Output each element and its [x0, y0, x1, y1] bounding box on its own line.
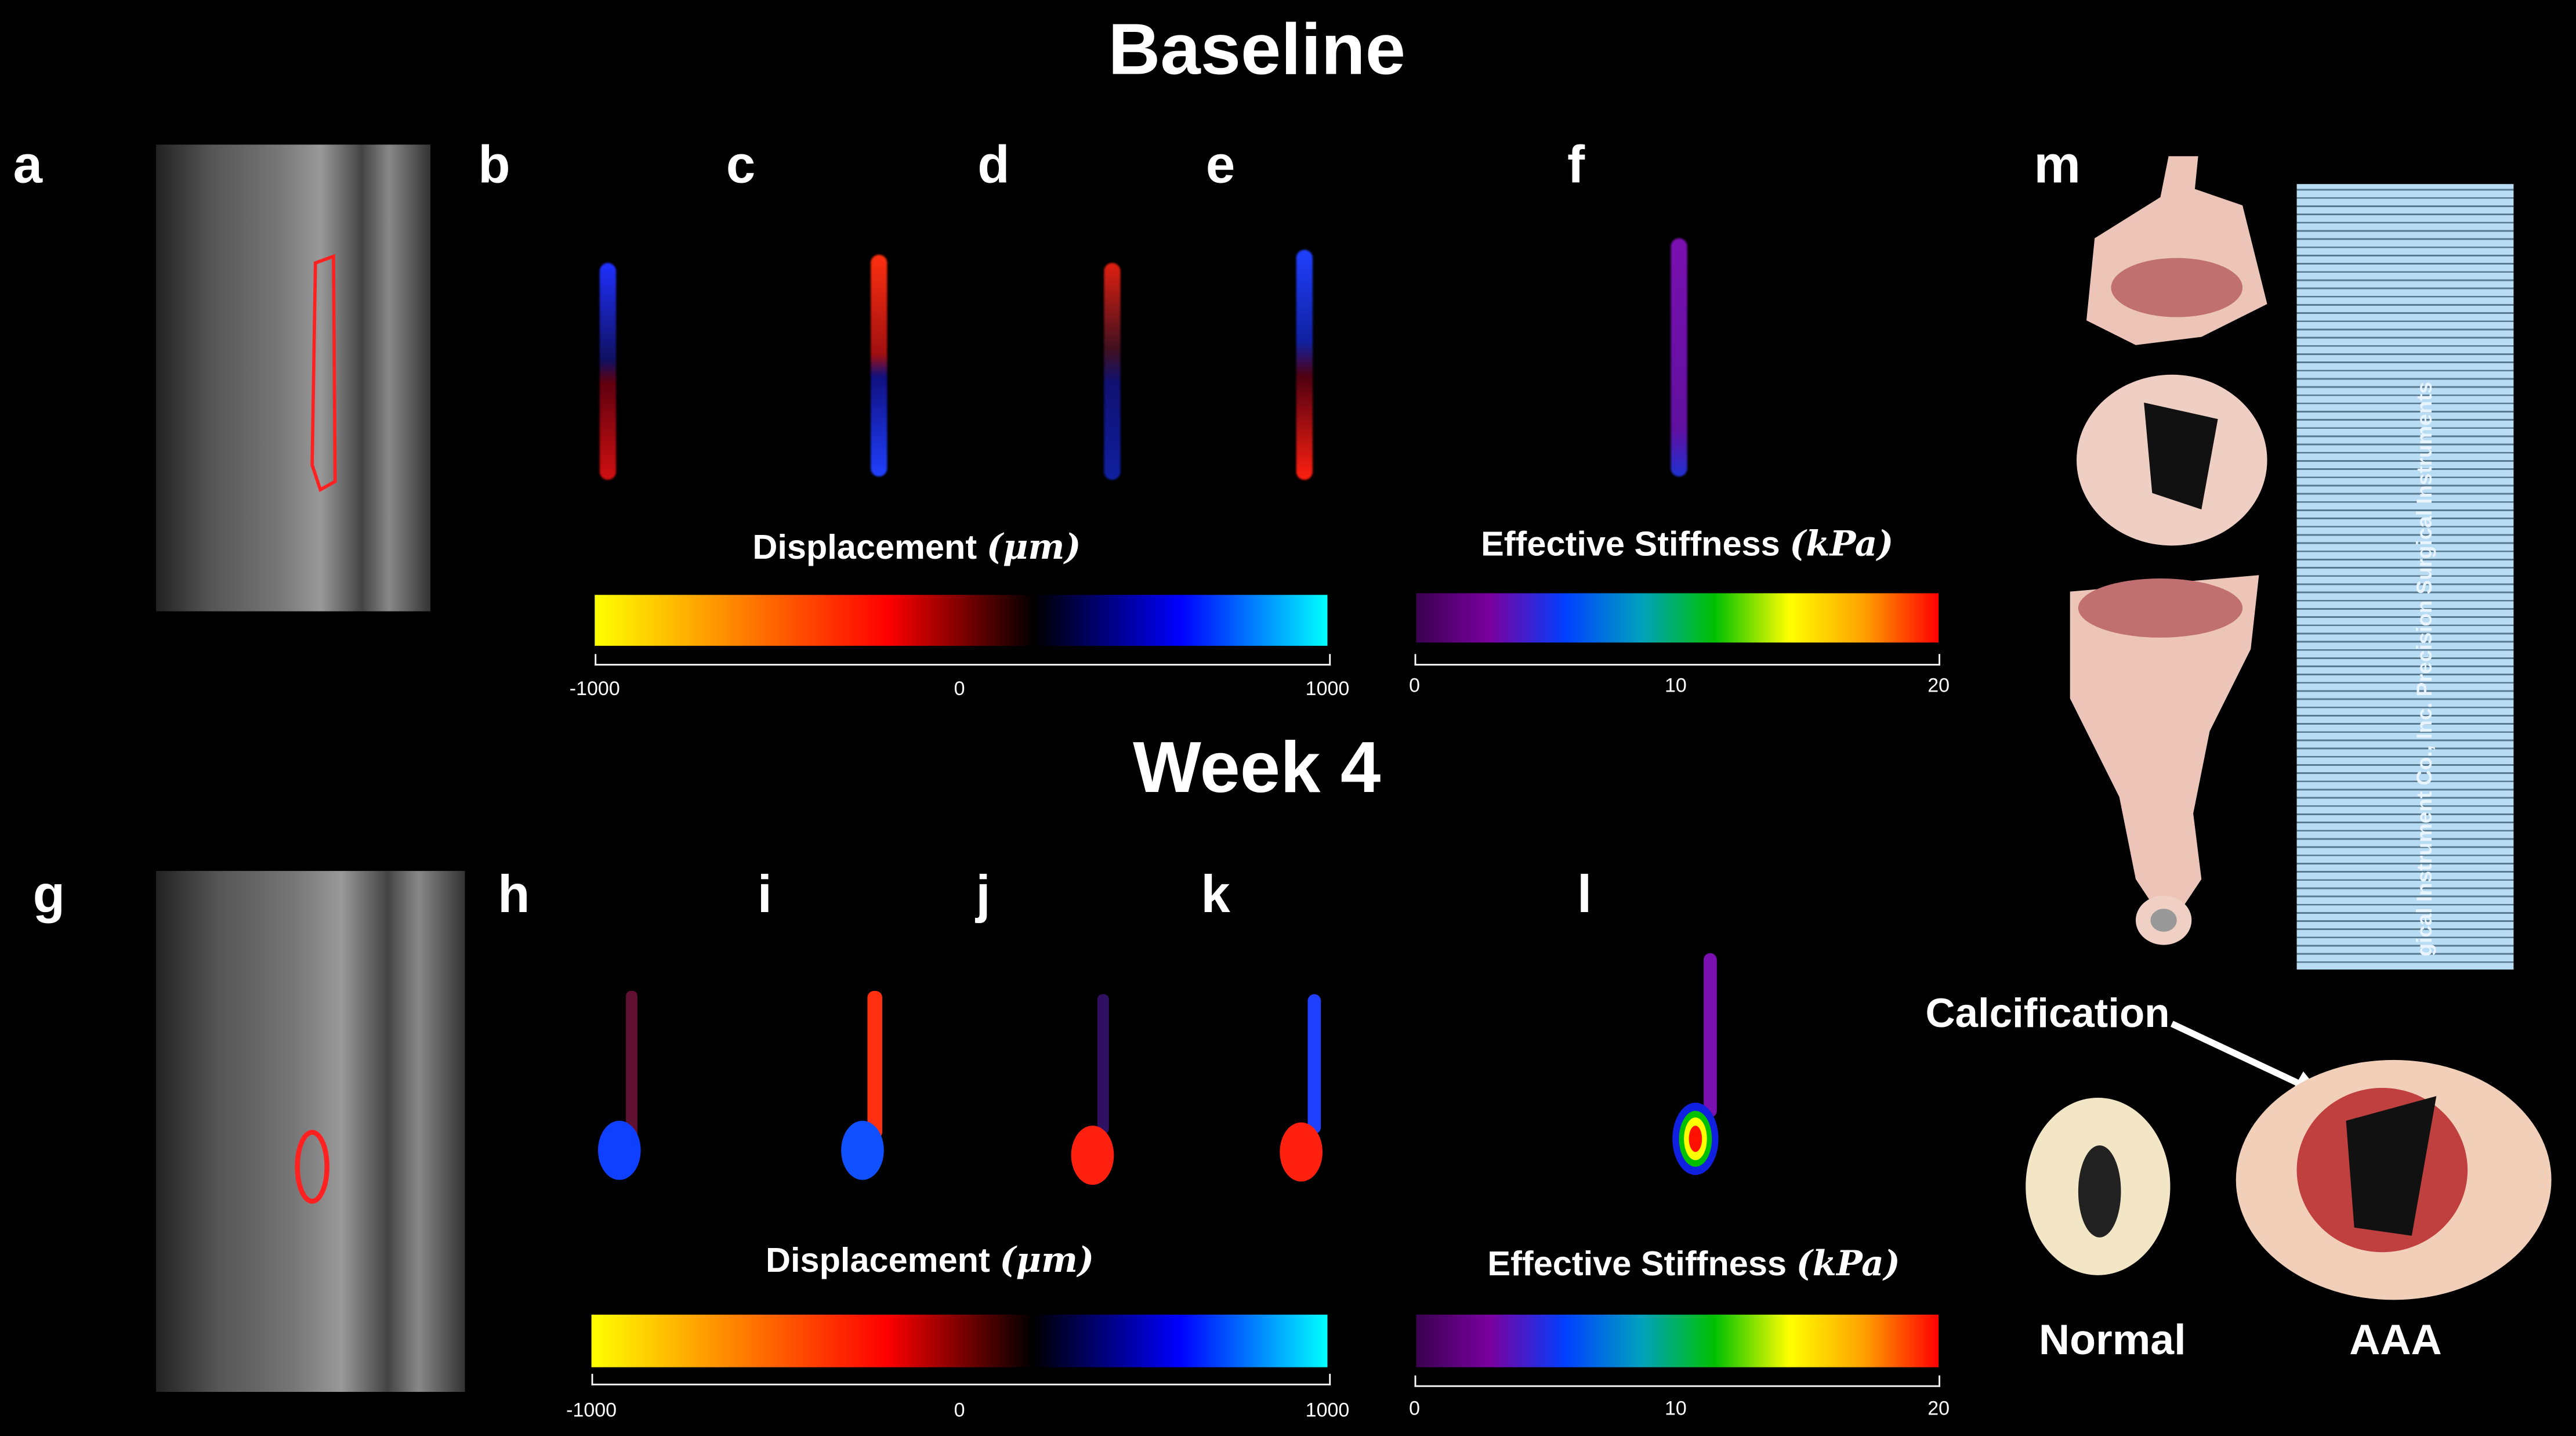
displacement-colorbar — [591, 1314, 1328, 1368]
displacement-map-b — [599, 263, 617, 480]
panel-label-a: a — [13, 135, 43, 194]
displacement-map-d — [1104, 263, 1121, 480]
tick-label: 0 — [954, 677, 965, 700]
tick-label: 1000 — [1305, 1398, 1350, 1421]
panel-label-m: m — [2034, 135, 2081, 194]
colorbar-axis — [1414, 1375, 1940, 1387]
panel-label-j: j — [976, 864, 991, 924]
stiffness-label: Effective Stiffness (kPa) — [1481, 522, 1894, 564]
colorbar-axis — [591, 1373, 1331, 1386]
ruler-text: gical Instrument Co., Inc. Precision Sur… — [2411, 382, 2437, 957]
displacement-map-j — [1071, 994, 1114, 1185]
stiffness-map-f — [1671, 238, 1687, 477]
displacement-map-c — [871, 255, 887, 477]
aaa-label: AAA — [2349, 1314, 2442, 1364]
aaa-ring — [2236, 1059, 2552, 1300]
stiffness-map-l — [1672, 953, 1719, 1175]
roi-outline — [310, 254, 337, 493]
normal-aorta-ring — [2026, 1097, 2171, 1275]
tick-label: -1000 — [569, 677, 620, 700]
calcification-label: Calcification — [1925, 990, 2170, 1037]
mri-week4-image — [156, 871, 465, 1392]
week4-title: Week 4 — [1133, 728, 1381, 809]
stiffness-label: Effective Stiffness (kPa) — [1487, 1242, 1900, 1284]
panel-label-e: e — [1205, 135, 1236, 194]
panel-label-c: c — [726, 135, 756, 194]
tick-label: 10 — [1665, 674, 1687, 697]
panel-label-l: l — [1577, 864, 1592, 924]
panel-label-h: h — [498, 864, 530, 924]
tick-label: 0 — [1409, 674, 1421, 697]
ruler: gical Instrument Co., Inc. Precision Sur… — [2296, 184, 2514, 970]
panel-label-g: g — [32, 864, 66, 924]
stiffness-colorbar — [1416, 593, 1939, 643]
displacement-map-h — [597, 990, 641, 1180]
panel-label-b: b — [478, 135, 510, 194]
displacement-colorbar — [595, 595, 1328, 646]
tick-label: 0 — [1409, 1397, 1421, 1420]
aorta-specimen-photo — [2070, 156, 2267, 945]
tick-label: 1000 — [1305, 677, 1350, 700]
panel-label-i: i — [757, 864, 772, 924]
stiffness-colorbar — [1416, 1314, 1939, 1368]
displacement-label: Displacement (μm) — [766, 1239, 1095, 1281]
tick-label: 20 — [1928, 1397, 1950, 1420]
tick-label: -1000 — [566, 1398, 617, 1421]
colorbar-axis — [595, 654, 1331, 666]
colorbar-axis — [1414, 654, 1940, 666]
tick-label: 0 — [954, 1398, 965, 1421]
displacement-map-e — [1296, 249, 1313, 480]
tick-label: 20 — [1928, 674, 1950, 697]
roi-outline — [295, 1130, 329, 1204]
tick-label: 10 — [1665, 1397, 1687, 1420]
normal-label: Normal — [2038, 1314, 2186, 1364]
panel-label-d: d — [977, 135, 1010, 194]
displacement-label: Displacement (μm) — [752, 526, 1081, 567]
panel-label-f: f — [1567, 135, 1585, 194]
panel-label-k: k — [1201, 864, 1230, 924]
mri-baseline-image — [156, 144, 431, 612]
week4-displacement-maps — [597, 990, 1323, 1185]
displacement-map-i — [841, 990, 884, 1180]
displacement-map-k — [1280, 994, 1323, 1182]
baseline-title: Baseline — [1108, 9, 1406, 91]
